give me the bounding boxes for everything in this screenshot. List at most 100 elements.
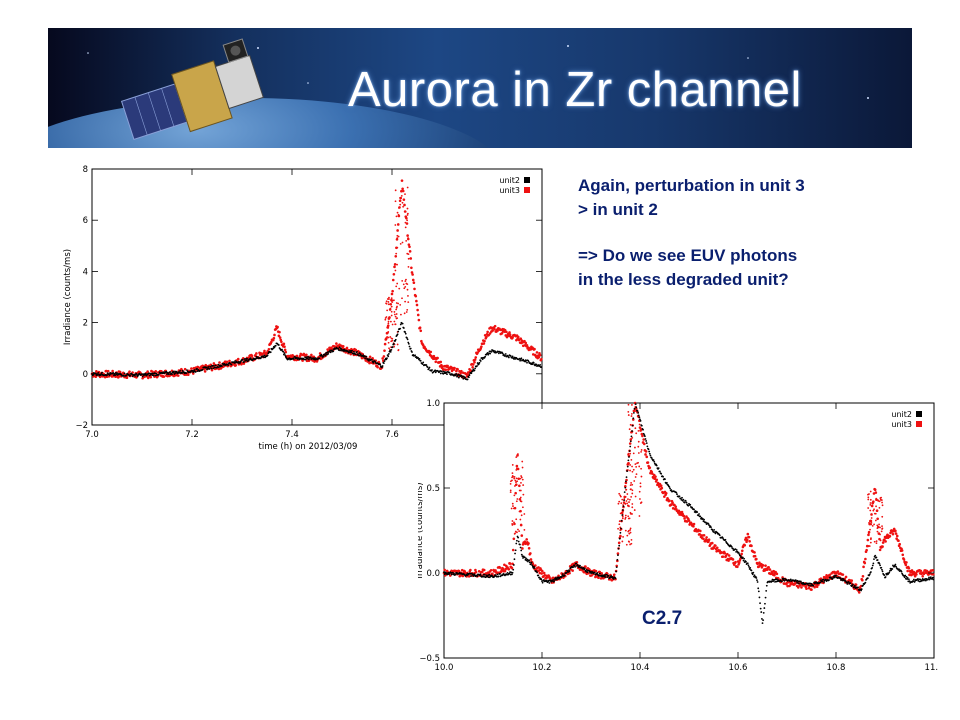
data-point (629, 452, 632, 455)
data-point (828, 573, 832, 577)
data-point (406, 186, 409, 189)
x-tick-label: 7.6 (385, 430, 399, 440)
data-point (759, 607, 762, 610)
data-point (451, 571, 454, 574)
data-point (630, 412, 633, 415)
data-point (382, 362, 385, 365)
data-point (393, 311, 396, 313)
data-point (764, 596, 767, 599)
data-point (760, 617, 763, 620)
data-point (406, 283, 409, 286)
data-point (277, 344, 280, 346)
data-point (726, 552, 729, 556)
data-point (420, 339, 423, 343)
data-point (533, 347, 536, 351)
data-point (500, 332, 504, 335)
data-point (476, 365, 478, 367)
data-point (624, 495, 627, 498)
data-point (141, 375, 144, 378)
data-point (383, 342, 387, 346)
data-point (533, 567, 536, 569)
data-point (878, 562, 881, 565)
data-point (931, 576, 934, 579)
data-point (618, 492, 621, 495)
data-point (390, 337, 393, 340)
data-point (625, 476, 628, 479)
data-point (876, 530, 879, 533)
data-point (494, 350, 497, 353)
data-point (742, 559, 745, 562)
data-point (402, 198, 406, 201)
data-point (835, 574, 837, 577)
data-point (607, 574, 610, 577)
data-point (881, 527, 884, 530)
data-point (434, 371, 437, 374)
data-point (464, 376, 467, 379)
data-point (368, 355, 372, 359)
data-point (386, 309, 389, 312)
data-point (657, 467, 660, 470)
data-point (870, 504, 874, 508)
data-point (405, 215, 408, 218)
data-point (898, 568, 900, 571)
data-point (519, 337, 523, 341)
data-point (708, 524, 711, 527)
data-point (530, 561, 533, 564)
data-point (594, 569, 598, 573)
data-point (680, 498, 683, 501)
data-point (394, 224, 397, 226)
data-point (618, 500, 621, 503)
data-point (539, 363, 542, 366)
data-point (517, 536, 520, 539)
x-tick-label: 10.4 (631, 663, 650, 673)
data-point (391, 346, 394, 348)
data-point (878, 506, 881, 509)
data-point (869, 490, 872, 493)
data-point (629, 512, 632, 515)
data-point (880, 499, 883, 501)
data-point (687, 519, 691, 522)
data-point (201, 368, 204, 371)
data-point (637, 445, 640, 448)
data-point (531, 564, 534, 567)
data-point (633, 480, 636, 482)
data-point (646, 445, 649, 448)
data-point (586, 571, 589, 574)
data-point (394, 269, 397, 272)
data-point (541, 569, 544, 573)
data-point (384, 318, 387, 321)
data-point (511, 355, 514, 358)
data-point (618, 520, 621, 523)
data-point (281, 348, 283, 351)
data-point (646, 461, 650, 464)
data-point (431, 369, 433, 371)
x-tick-label: 11.0 (925, 663, 938, 673)
data-point (912, 570, 916, 574)
data-point (352, 350, 355, 353)
data-point (210, 368, 214, 372)
data-point (510, 507, 513, 510)
data-point (619, 529, 622, 532)
data-point (371, 358, 373, 361)
data-point (549, 577, 552, 580)
y-tick-label: −2 (75, 421, 88, 431)
data-point (491, 329, 494, 332)
data-point (537, 574, 540, 577)
data-point (675, 491, 678, 494)
data-point (490, 351, 493, 353)
data-point (496, 329, 499, 332)
data-point (267, 347, 271, 351)
y-tick-label: 4 (83, 267, 88, 277)
data-point (402, 283, 405, 286)
data-point (443, 568, 446, 572)
data-point (721, 555, 725, 558)
data-point (710, 541, 714, 545)
data-point (350, 351, 353, 354)
data-point (616, 552, 620, 555)
data-point (383, 360, 386, 363)
data-point (894, 563, 897, 566)
data-point (511, 522, 514, 525)
data-point (396, 333, 399, 336)
data-point (655, 478, 659, 482)
data-point (327, 352, 330, 355)
